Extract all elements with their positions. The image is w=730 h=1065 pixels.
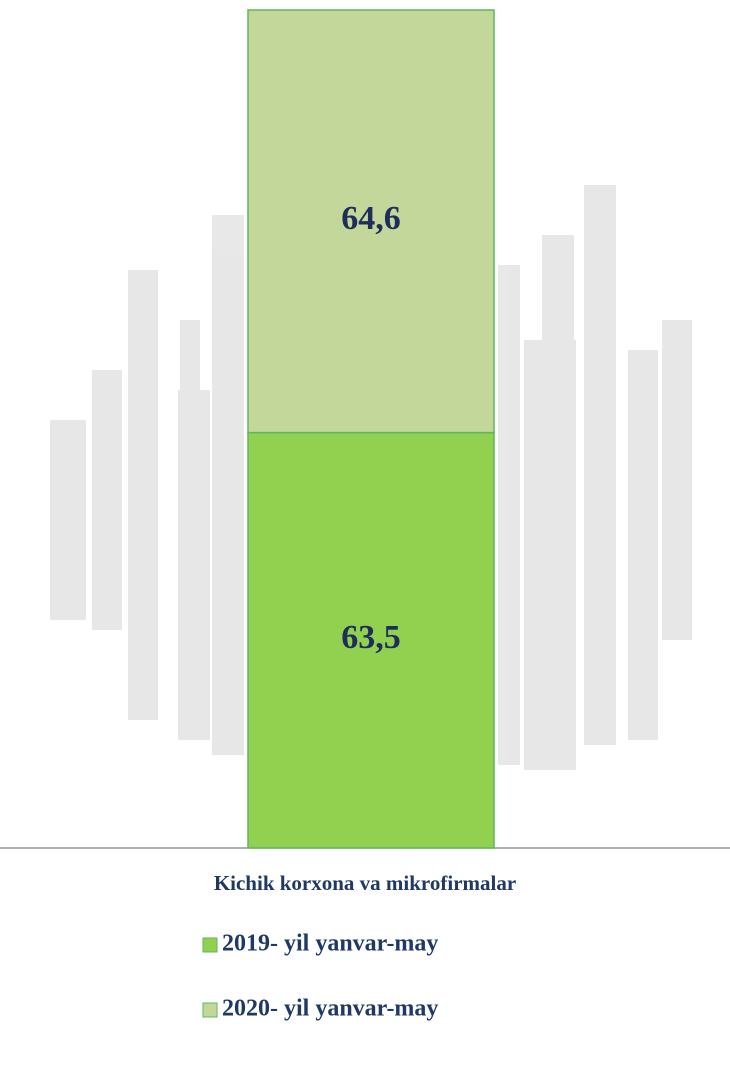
bar-segment [247,431,495,849]
legend-swatch [202,1002,218,1018]
data-label: 63,5 [341,619,401,656]
data-label: 64,6 [341,200,401,237]
legend-label: 2020- yil yanvar-may [222,996,438,1022]
legend-label: 2019- yil yanvar-may [222,931,438,957]
category-label: Kichik korxona va mikrofirmalar [214,871,516,895]
bar-segment [247,9,495,434]
city-background [50,185,692,770]
legend-swatch [202,937,218,953]
